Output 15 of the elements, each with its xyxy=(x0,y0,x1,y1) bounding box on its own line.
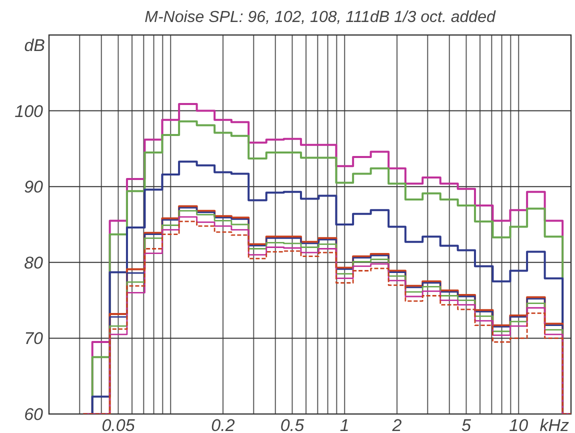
y-tick-label: 60 xyxy=(24,404,44,424)
x-tick-label: 0.05 xyxy=(102,416,136,433)
chart-title: M-Noise SPL: 96, 102, 108, 111dB 1/3 oct. added xyxy=(144,9,496,26)
y-tick-label: 70 xyxy=(24,329,44,348)
y-tick-label: 90 xyxy=(24,178,44,197)
x-tick-label: 2 xyxy=(391,416,402,433)
x-tick-label: 1 xyxy=(340,416,350,433)
x-tick-label: 0.5 xyxy=(280,416,305,433)
x-tick-label: 5 xyxy=(462,416,472,433)
x-tick-label: 10 xyxy=(509,416,529,433)
x-axis-title: kHz xyxy=(540,416,570,433)
x-tick-label: 0.2 xyxy=(211,416,236,433)
y-tick-label: 100 xyxy=(14,102,44,121)
y-axis-title: dB xyxy=(24,36,45,55)
y-tick-label: 80 xyxy=(24,253,44,272)
